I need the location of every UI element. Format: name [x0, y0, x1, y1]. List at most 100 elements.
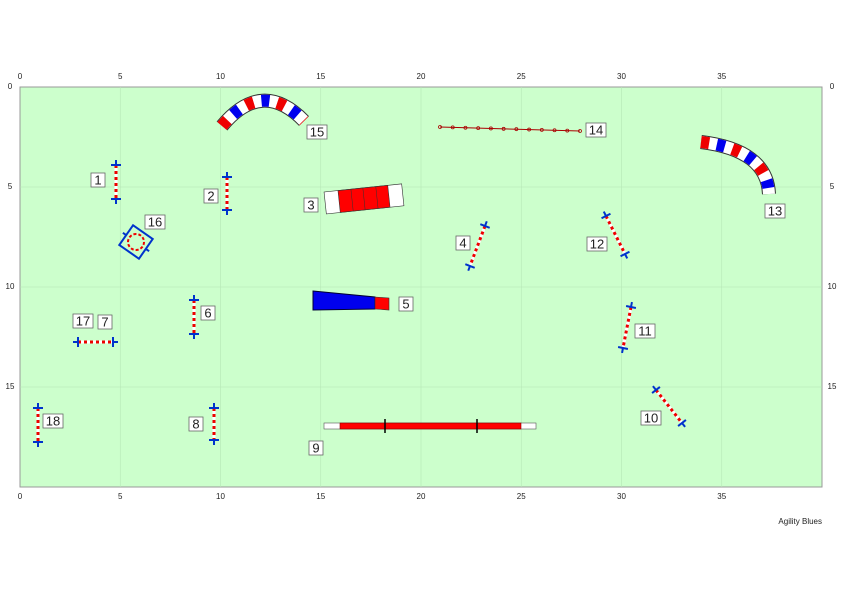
x-tick-label: 10 [216, 72, 225, 81]
x-tick-label: 35 [717, 72, 726, 81]
jump [33, 403, 43, 447]
y-tick-label: 15 [6, 382, 15, 391]
jump [73, 337, 118, 347]
y-tick-label: 15 [828, 382, 837, 391]
x-tick-label: 20 [417, 72, 426, 81]
wing [652, 385, 657, 391]
label-box [764, 203, 786, 219]
x-tick-label: 20 [417, 492, 426, 501]
pole [450, 125, 455, 130]
pole [578, 129, 582, 133]
jump [651, 385, 687, 428]
obstacle-label: 4 [459, 235, 466, 250]
obstacle-label: 2 [207, 188, 214, 203]
wing [630, 301, 633, 308]
jump [601, 211, 630, 259]
jump [617, 301, 637, 354]
x-tick-label: 25 [517, 492, 526, 501]
x-tick-label: 25 [517, 72, 526, 81]
obstacle-label: 15 [310, 124, 324, 139]
pole [438, 125, 442, 129]
x-tick-label: 35 [717, 492, 726, 501]
x-tick-label: 30 [617, 72, 626, 81]
footer: Agility Blues [778, 517, 822, 526]
obstacle-label: 18 [46, 413, 60, 428]
label-box [586, 236, 608, 252]
label-box [634, 323, 656, 339]
obstacles [33, 93, 776, 447]
weave-poles [438, 125, 582, 133]
obstacle-label: 6 [204, 305, 211, 320]
y-tick-label: 10 [6, 282, 15, 291]
x-tick-label: 30 [617, 492, 626, 501]
wing [621, 347, 624, 354]
obstacle-label: 11 [638, 323, 652, 338]
wing [624, 253, 629, 259]
pole [514, 127, 519, 132]
wing [467, 265, 471, 272]
jump-bar [654, 389, 684, 424]
tunnel-stripe [217, 94, 309, 130]
jump [189, 295, 199, 339]
label-box [97, 314, 113, 330]
y-tick-label: 5 [830, 182, 835, 191]
x-tick-label: 5 [118, 72, 123, 81]
x-tick-label: 15 [316, 72, 325, 81]
pole [476, 126, 481, 130]
tunnel [216, 93, 310, 131]
label-box [203, 188, 219, 204]
y-tick-label: 0 [830, 82, 835, 91]
x-tick-label: 5 [118, 492, 123, 501]
pole [552, 128, 557, 133]
label-box [306, 124, 328, 140]
label-box [90, 172, 106, 188]
label-box [455, 235, 471, 251]
x-tick-label: 10 [216, 492, 225, 501]
wing [681, 422, 686, 428]
obstacle-label: 10 [644, 410, 658, 425]
label-box [200, 305, 216, 321]
pole [489, 126, 493, 131]
tunnel [700, 135, 776, 195]
obstacle-label: 17 [76, 313, 90, 328]
label-box [303, 197, 319, 213]
obstacle-label: 9 [312, 440, 319, 455]
jump [464, 220, 491, 272]
label-box [398, 296, 414, 312]
x-tick-label: 0 [18, 492, 23, 501]
y-tick-label: 10 [828, 282, 837, 291]
label-box [72, 313, 94, 329]
obstacle-label: 16 [148, 214, 162, 229]
wing [602, 211, 607, 217]
jump [222, 172, 232, 215]
pole [501, 126, 506, 131]
x-tick-label: 0 [18, 72, 23, 81]
tunnel [323, 183, 405, 215]
label-box [144, 214, 166, 230]
obstacle-label: 7 [101, 314, 108, 329]
obstacle-label: 12 [590, 236, 604, 251]
x-tick-label: 15 [316, 492, 325, 501]
chute [312, 290, 390, 311]
y-tick-label: 0 [8, 82, 13, 91]
label-box [42, 413, 64, 429]
tire [117, 223, 155, 261]
label-box [188, 416, 204, 432]
obstacle-label: 5 [402, 296, 409, 311]
label-box [308, 440, 324, 456]
pole [527, 127, 531, 132]
obstacle-label: 3 [307, 197, 314, 212]
label-box [640, 410, 662, 426]
obstacle-label: 14 [589, 122, 603, 137]
jump [209, 403, 219, 445]
y-tick-label: 5 [8, 182, 13, 191]
label-box [585, 122, 607, 138]
jump-bar [468, 225, 487, 267]
pole [463, 125, 468, 130]
jump-bar [621, 306, 633, 349]
obstacle-label: 8 [192, 416, 199, 431]
